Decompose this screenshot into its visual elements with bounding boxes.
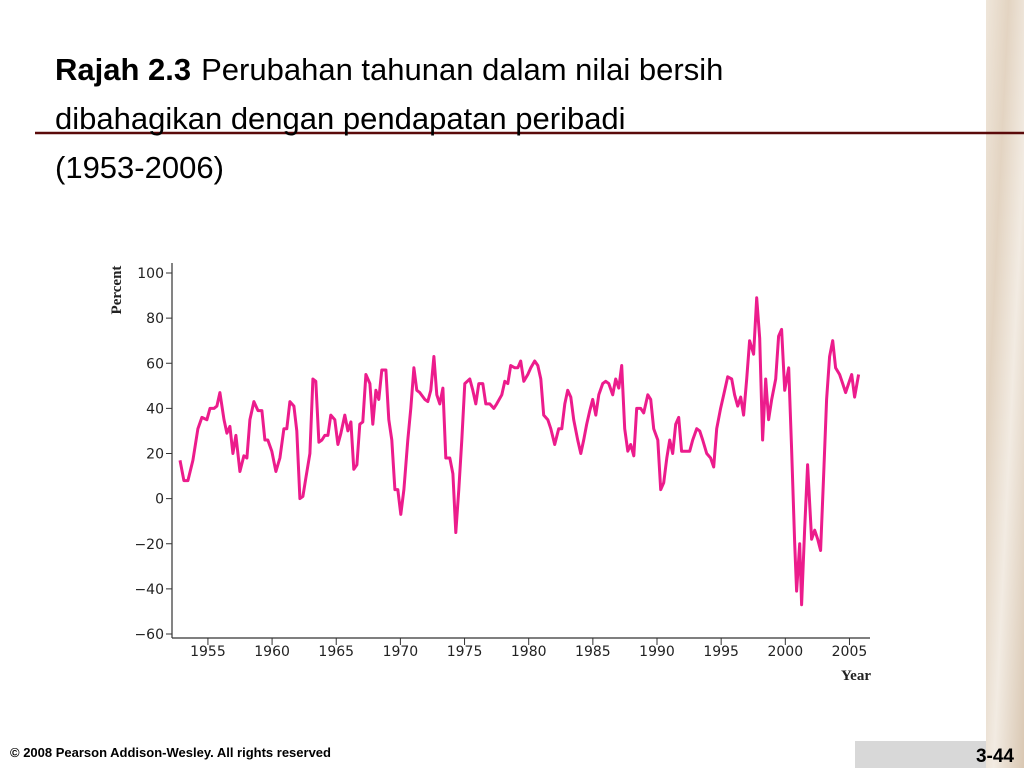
page-number: 3-44 (976, 746, 1014, 767)
y-tick-label: 100 (137, 266, 164, 282)
x-axis-label: Year (841, 668, 871, 684)
y-tick-label: 0 (155, 492, 164, 508)
x-tick-label: 1970 (383, 644, 419, 660)
y-axis-label: Percent (109, 266, 125, 315)
x-tick-label: 1965 (318, 644, 354, 660)
title-label: Rajah 2.3 (55, 52, 191, 87)
x-tick-label: 1960 (254, 644, 290, 660)
x-tick-label: 2000 (767, 644, 803, 660)
x-tick-label: 1985 (575, 644, 611, 660)
side-decoration (986, 0, 1024, 768)
y-tick-label: 20 (146, 447, 164, 463)
x-tick-label: 1975 (447, 644, 483, 660)
y-tick-label: 60 (146, 356, 164, 372)
x-tick-label: 1990 (639, 644, 675, 660)
y-tick-label: −40 (134, 582, 164, 598)
y-tick-label: −60 (134, 627, 164, 643)
x-tick-label: 2005 (832, 644, 868, 660)
title-text: dibahagikan dengan pendapatan peribadi (55, 101, 626, 136)
footer-box (855, 741, 986, 768)
footer: © 2008 Pearson Addison-Wesley. All right… (10, 745, 331, 760)
y-tick-label: 80 (146, 311, 164, 327)
data-line (178, 296, 861, 607)
y-tick-label: −20 (134, 537, 164, 553)
title-text: Perubahan tahunan dalam nilai bersih (201, 52, 723, 87)
x-tick-label: 1955 (190, 644, 226, 660)
title-years: (1953-2006) (55, 150, 224, 185)
x-tick-label: 1980 (511, 644, 547, 660)
x-tick-label: 1995 (703, 644, 739, 660)
y-tick-label: 40 (146, 401, 164, 417)
title-line: Rajah 2.3 Perubahan tahunan dalam nilai b… (55, 52, 723, 87)
